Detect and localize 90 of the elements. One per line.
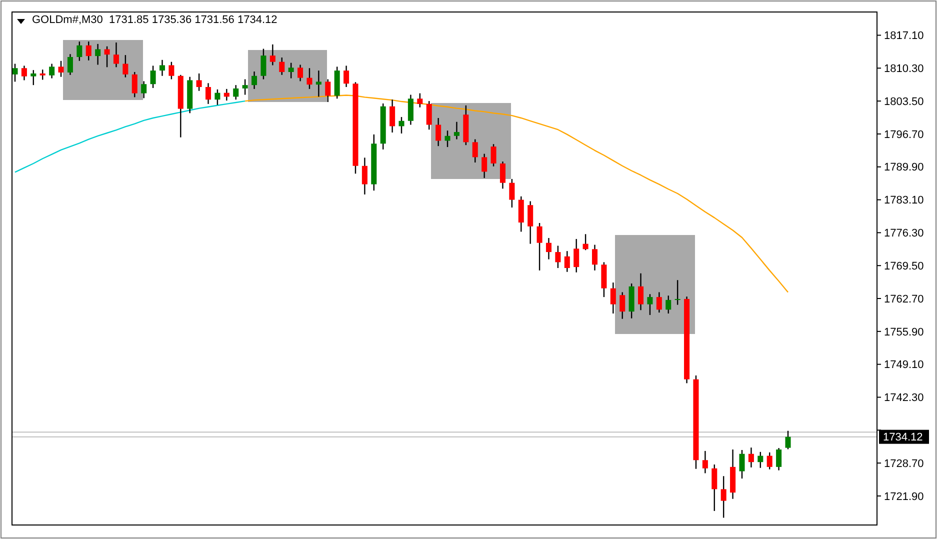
candlestick bbox=[426, 100, 432, 130]
candlestick bbox=[242, 78, 248, 96]
candlestick bbox=[279, 56, 285, 76]
candlestick bbox=[712, 464, 718, 512]
candlestick bbox=[656, 292, 662, 314]
candlestick bbox=[21, 65, 27, 81]
candlestick bbox=[536, 222, 542, 272]
candlestick bbox=[76, 40, 82, 62]
candlestick bbox=[546, 237, 552, 260]
y-tick-label: 1810.30 bbox=[884, 62, 924, 75]
candlestick bbox=[564, 250, 570, 272]
candlestick bbox=[739, 449, 745, 480]
candlestick bbox=[592, 244, 598, 272]
y-tick-label: 1728.70 bbox=[884, 458, 924, 470]
candlestick bbox=[306, 68, 312, 90]
candlestick bbox=[224, 88, 230, 102]
candlestick bbox=[205, 82, 212, 105]
candlestick bbox=[298, 64, 304, 82]
candlestick bbox=[785, 430, 791, 450]
line-series bbox=[14, 100, 246, 173]
candlestick bbox=[436, 117, 442, 147]
candlestick bbox=[159, 59, 165, 76]
candlestick bbox=[454, 121, 460, 140]
candlestick bbox=[490, 144, 496, 167]
candlestick bbox=[748, 446, 754, 468]
candlestick bbox=[398, 116, 404, 134]
candlestick bbox=[482, 153, 488, 179]
candlestick bbox=[30, 69, 36, 86]
candlestick bbox=[647, 294, 653, 316]
y-tick-label: 1721.90 bbox=[884, 490, 924, 503]
y-tick-label: 1755.90 bbox=[884, 326, 924, 338]
y-tick-label: 1762.70 bbox=[884, 293, 924, 306]
chart-title: GOLDm#,M30 1731.85 1735.36 1731.56 1734.12 bbox=[32, 14, 278, 26]
y-tick-label: 1817.10 bbox=[884, 30, 924, 42]
candlestick bbox=[67, 54, 73, 76]
candlestick bbox=[316, 70, 322, 98]
y-tick-label: 1769.50 bbox=[884, 260, 924, 272]
candlestick bbox=[113, 42, 119, 68]
candlestick bbox=[325, 78, 331, 103]
candlestick bbox=[408, 94, 414, 126]
candlestick bbox=[758, 451, 764, 468]
candlestick bbox=[555, 245, 561, 269]
candlestick bbox=[214, 88, 220, 106]
candlestick bbox=[122, 54, 128, 78]
candlestick bbox=[518, 196, 524, 232]
candlestick bbox=[574, 238, 580, 273]
candlestick bbox=[444, 130, 450, 148]
candlestick bbox=[666, 295, 672, 314]
candlestick bbox=[288, 62, 294, 79]
candlestick bbox=[270, 44, 276, 66]
y-tick-label: 1776.30 bbox=[884, 228, 924, 240]
ref-line-label: 1734.12 bbox=[883, 432, 923, 444]
candlestick bbox=[417, 92, 423, 108]
candlestick bbox=[766, 452, 772, 470]
candlestick bbox=[141, 80, 147, 99]
y-tick-label: 1789.90 bbox=[884, 162, 924, 174]
candlestick bbox=[344, 65, 350, 88]
candlestick bbox=[40, 68, 46, 80]
candlestick bbox=[582, 234, 588, 251]
y-tick-label: 1803.50 bbox=[884, 96, 924, 108]
candlestick bbox=[49, 63, 55, 79]
candlestick bbox=[362, 157, 368, 196]
candlestick bbox=[150, 65, 156, 89]
candlestick bbox=[500, 160, 506, 190]
candlestick bbox=[610, 282, 616, 314]
y-tick-label: 1749.10 bbox=[884, 359, 924, 372]
y-tick-label: 1796.70 bbox=[884, 128, 924, 141]
candlestick bbox=[509, 178, 515, 208]
y-tick-label: 1742.30 bbox=[884, 392, 924, 404]
candlestick bbox=[776, 447, 782, 471]
candlestick bbox=[196, 72, 202, 92]
candlestick bbox=[86, 40, 92, 61]
candlestick bbox=[638, 272, 644, 311]
candlestick bbox=[601, 262, 607, 298]
candlestick bbox=[720, 476, 726, 518]
candlestick bbox=[95, 43, 101, 66]
candlestick bbox=[132, 71, 138, 98]
candlestick bbox=[674, 280, 680, 306]
candlestick bbox=[233, 84, 239, 100]
candlestick bbox=[260, 48, 266, 80]
candlestick bbox=[58, 60, 64, 78]
candlestick bbox=[620, 292, 626, 320]
candlestick bbox=[252, 70, 258, 90]
candlestick bbox=[168, 61, 174, 80]
candlestick bbox=[472, 138, 478, 164]
candlestick bbox=[702, 450, 708, 474]
candlestick bbox=[104, 46, 110, 68]
candlestick bbox=[390, 98, 396, 134]
candlestick bbox=[528, 200, 534, 244]
y-tick-label: 1783.10 bbox=[884, 194, 924, 207]
